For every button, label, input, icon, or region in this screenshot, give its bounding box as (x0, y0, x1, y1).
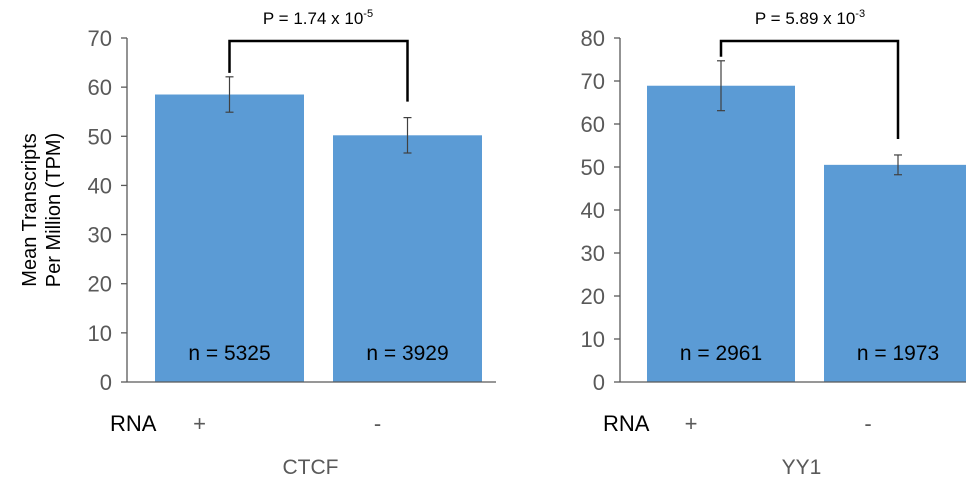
y-axis-label: Mean Transcripts Per Million (TPM) (19, 133, 65, 287)
y-tick-label: 50 (581, 155, 605, 180)
y-tick-label: 30 (581, 241, 605, 266)
x-category-label: - (864, 411, 871, 436)
bar-rna-plus (647, 85, 795, 382)
y-tick-label: 20 (581, 284, 605, 309)
rna-row-label: RNA (110, 411, 157, 436)
bar-rna-minus (333, 135, 482, 382)
y-tick-label: 50 (88, 124, 112, 149)
rna-row-label: RNA (603, 411, 650, 436)
bar-n-label: n = 3929 (366, 342, 448, 365)
x-category-label: + (193, 411, 206, 436)
y-tick-label: 0 (593, 370, 605, 395)
y-tick-label: 0 (100, 370, 112, 395)
panel-x-label: CTCF (283, 456, 339, 479)
y-tick-label: 30 (88, 223, 112, 248)
chart-panel-yy1: 0 10 20 30 40 50 60 70 80 n = 2961 n = 1973 P = 5.8… (581, 8, 966, 479)
x-category-label: - (374, 411, 381, 436)
y-tick-label: 70 (581, 69, 605, 94)
significance-bracket (719, 39, 900, 139)
y-axis-label-line-1: Mean Transcripts (19, 133, 41, 286)
bar-rna-minus (824, 164, 966, 382)
bar-n-label: n = 1973 (857, 342, 939, 365)
y-tick-label: 60 (581, 112, 605, 137)
p-value-label: P = 1.74 x 10-5 (263, 8, 373, 28)
panel-x-label: YY1 (782, 456, 822, 479)
y-tick-label: 60 (88, 75, 112, 100)
chart-panel-ctcf: 0 10 20 30 40 50 60 70 n = 5325 n = 3929 P = 1.74 … (88, 8, 496, 479)
y-tick-label: 20 (88, 272, 112, 297)
x-category-label: + (685, 411, 698, 436)
bar-rna-plus (155, 94, 304, 382)
y-tick-label: 40 (581, 198, 605, 223)
p-value-label: P = 5.89 x 10-3 (755, 8, 865, 28)
y-tick-label: 10 (88, 321, 112, 346)
significance-bracket (228, 39, 409, 102)
y-tick-label: 10 (581, 327, 605, 352)
y-tick-label: 70 (88, 26, 112, 51)
bar-n-label: n = 2961 (680, 342, 762, 365)
y-axis-label-line-2: Per Million (TPM) (43, 133, 65, 287)
bar-n-label: n = 5325 (188, 342, 270, 365)
y-tick-label: 80 (581, 26, 605, 51)
y-tick-label: 40 (88, 173, 112, 198)
